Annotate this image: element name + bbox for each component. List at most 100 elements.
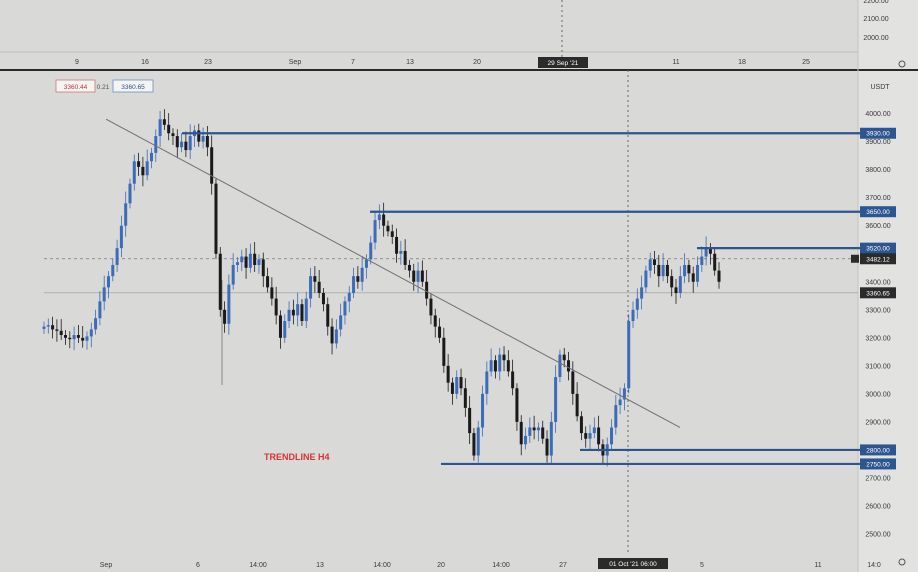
- candle-body: [317, 281, 321, 293]
- candle-body: [326, 304, 330, 327]
- candle-body: [506, 360, 510, 372]
- top-crosshair-label-box: [538, 57, 588, 68]
- candle-body: [545, 438, 549, 456]
- candle-body: [244, 256, 248, 268]
- horizontal-levels[interactable]: 3930.00 3650.00 3520.00 2800.00 2750.00: [182, 127, 896, 470]
- candle-body: [459, 377, 463, 389]
- candle-body: [657, 264, 661, 277]
- candle-body: [102, 287, 106, 302]
- candle-body: [554, 377, 558, 422]
- candle-body: [597, 427, 601, 445]
- bottom-time-tick: 14:00: [249, 562, 267, 569]
- candle-body: [115, 248, 119, 265]
- price-tick: 3200.00: [865, 335, 890, 342]
- candle-body: [438, 326, 442, 338]
- candle-body: [575, 393, 579, 417]
- candle-body: [231, 264, 235, 285]
- candle-body: [347, 292, 351, 302]
- price-tick: 3000.00: [865, 391, 890, 398]
- candle-body: [111, 264, 115, 277]
- candle-body: [687, 264, 691, 274]
- price-tick: 2900.00: [865, 419, 890, 426]
- ohlc-change: 0.21: [97, 84, 110, 91]
- candle-body: [296, 304, 300, 316]
- candle-body: [425, 281, 429, 299]
- candle-body: [334, 329, 338, 344]
- candle-body: [717, 270, 721, 282]
- candle-body: [330, 326, 334, 344]
- top-time-tick: 16: [141, 59, 149, 66]
- candle-body: [502, 354, 506, 361]
- price-tick: 3700.00: [865, 195, 890, 202]
- price-tick: 3900.00: [865, 139, 890, 146]
- top-time-tick: 11: [672, 59, 679, 66]
- candle-body: [670, 276, 674, 288]
- candle-body: [360, 267, 364, 282]
- top-time-tick: 25: [802, 59, 810, 66]
- alert-icon[interactable]: [851, 254, 859, 263]
- upper-price-tick: 2100.00: [863, 16, 888, 23]
- candle-body: [407, 264, 411, 271]
- candle-body: [42, 326, 46, 329]
- level-label: 3520.00: [866, 246, 890, 253]
- candle-body: [592, 427, 596, 434]
- candle-body: [197, 130, 201, 142]
- settings-icon-bottom[interactable]: [898, 558, 906, 566]
- candle-body: [309, 276, 313, 299]
- candle-body: [68, 337, 72, 340]
- candle-body: [63, 335, 68, 338]
- level-label-box: [860, 444, 896, 456]
- candle-body: [210, 147, 214, 184]
- candle-body: [98, 301, 102, 319]
- bottom-time-tick: 14:00: [373, 562, 391, 569]
- candle-body: [373, 220, 377, 243]
- candle-body: [571, 371, 575, 394]
- level-label: 2750.00: [866, 461, 890, 468]
- candle-body: [46, 325, 50, 327]
- candle-body: [283, 321, 287, 338]
- secondary-price-label: 3360.65: [866, 290, 890, 297]
- candle-body: [493, 360, 497, 372]
- current-price-box: [860, 253, 896, 265]
- trendline[interactable]: [105, 118, 681, 428]
- candle-body: [610, 427, 614, 445]
- price-tick: 2600.00: [865, 503, 890, 510]
- candle-body: [463, 388, 467, 408]
- top-time-tick: 7: [351, 59, 355, 66]
- candle-body: [94, 318, 98, 330]
- crosshair-lines: [44, 0, 858, 555]
- candle-body: [248, 253, 252, 268]
- settings-icon[interactable]: [898, 60, 906, 68]
- price-tick: 2700.00: [865, 475, 890, 482]
- level-label: 3650.00: [866, 209, 890, 216]
- trendline-group[interactable]: [105, 118, 681, 428]
- candle-body: [614, 405, 618, 428]
- bottom-time-tick: 14:0: [867, 562, 881, 569]
- bottom-time-axis: Sep 6 14:00 13 14:00 20 14:00 27 5 11 14:0 01 Oct '…: [100, 558, 881, 569]
- candle-body: [489, 360, 493, 372]
- bottom-time-tick: 13: [316, 562, 324, 569]
- candle-body: [627, 321, 631, 389]
- ohlc-open: 3360.44: [64, 84, 88, 91]
- top-time-axis: 9 16 23 Sep 7 13 20 11 18 25 29 Sep '21: [75, 57, 810, 68]
- candle-body: [674, 287, 678, 293]
- candle-body: [343, 301, 347, 316]
- candle-body: [390, 231, 394, 237]
- candle-body: [364, 259, 368, 268]
- level-label-box: [860, 242, 896, 254]
- top-time-tick: 9: [75, 59, 79, 66]
- candle-body: [137, 161, 141, 167]
- candle-body: [377, 214, 381, 221]
- candle-body: [287, 309, 291, 322]
- candle-body: [472, 433, 476, 456]
- candle-body: [399, 250, 403, 254]
- candle-body: [395, 236, 399, 254]
- candle-body: [695, 264, 700, 282]
- level-label-box: [860, 458, 896, 470]
- candle-body: [403, 250, 407, 265]
- candle-body: [700, 256, 704, 265]
- candle-body: [498, 354, 502, 372]
- candle-body: [442, 337, 446, 366]
